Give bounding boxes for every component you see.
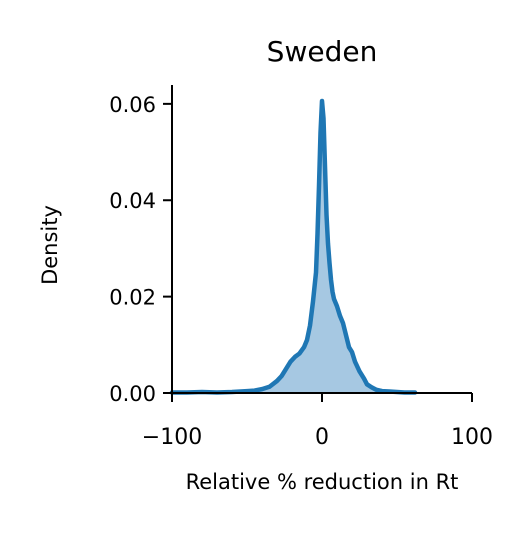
x-tick-label: −100: [142, 425, 202, 450]
y-tick-label: 0.02: [109, 286, 156, 310]
x-axis-label: Relative % reduction in Rt: [186, 470, 459, 494]
y-tick-label: 0.06: [109, 93, 156, 117]
plot-area: −100 0 100 0.00 0.02 0.04 0.06: [109, 85, 493, 450]
density-line: [172, 101, 415, 393]
y-tick-label: 0.00: [109, 382, 156, 406]
y-tick-label: 0.04: [109, 189, 156, 213]
chart-title: Sweden: [267, 35, 378, 68]
y-axis-label: Density: [38, 205, 62, 285]
density-area-fill: [172, 101, 415, 393]
x-tick-label: 100: [451, 425, 493, 450]
x-tick-label: 0: [315, 425, 329, 450]
